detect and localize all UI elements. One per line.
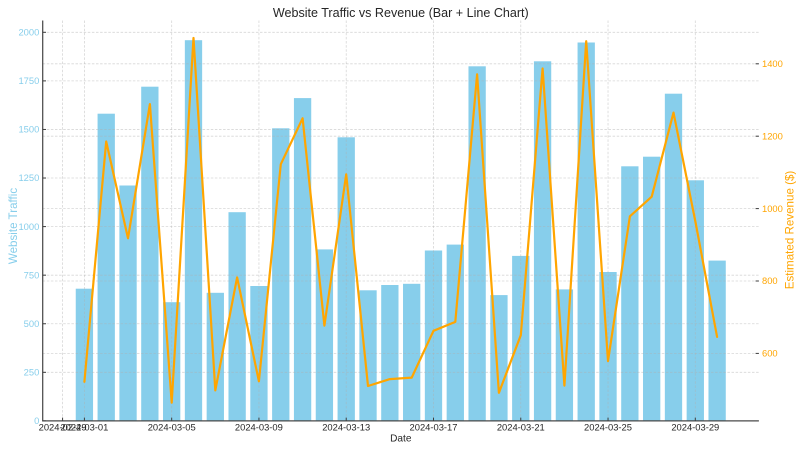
svg-text:Website Traffic vs Revenue (Ba: Website Traffic vs Revenue (Bar + Line C… [273, 6, 529, 20]
svg-text:750: 750 [24, 269, 40, 280]
svg-text:500: 500 [24, 318, 40, 329]
svg-text:1400: 1400 [762, 58, 783, 69]
svg-text:1500: 1500 [18, 124, 39, 135]
svg-text:2024-03-09: 2024-03-09 [235, 421, 283, 432]
svg-text:2024-03-21: 2024-03-21 [497, 421, 545, 432]
svg-text:Website Traffic: Website Traffic [7, 188, 20, 264]
svg-text:600: 600 [762, 348, 778, 359]
svg-text:2024-02-29: 2024-02-29 [39, 421, 87, 432]
svg-text:1000: 1000 [18, 221, 39, 232]
svg-text:1000: 1000 [762, 203, 783, 214]
svg-text:1200: 1200 [762, 130, 783, 141]
svg-text:2024-03-01: 2024-03-01 [60, 421, 108, 432]
svg-text:2024-03-17: 2024-03-17 [410, 421, 458, 432]
svg-text:Estimated Revenue ($): Estimated Revenue ($) [784, 171, 797, 290]
svg-text:2024-03-29: 2024-03-29 [671, 421, 719, 432]
svg-text:2024-03-05: 2024-03-05 [148, 421, 196, 432]
svg-text:2024-03-13: 2024-03-13 [322, 421, 370, 432]
svg-text:0: 0 [34, 415, 39, 426]
svg-text:Date: Date [390, 434, 412, 445]
svg-text:1250: 1250 [18, 172, 39, 183]
svg-text:800: 800 [762, 275, 778, 286]
svg-text:1750: 1750 [18, 75, 39, 86]
svg-text:2024-03-25: 2024-03-25 [584, 421, 632, 432]
svg-text:2000: 2000 [18, 27, 39, 38]
svg-text:250: 250 [24, 367, 40, 378]
